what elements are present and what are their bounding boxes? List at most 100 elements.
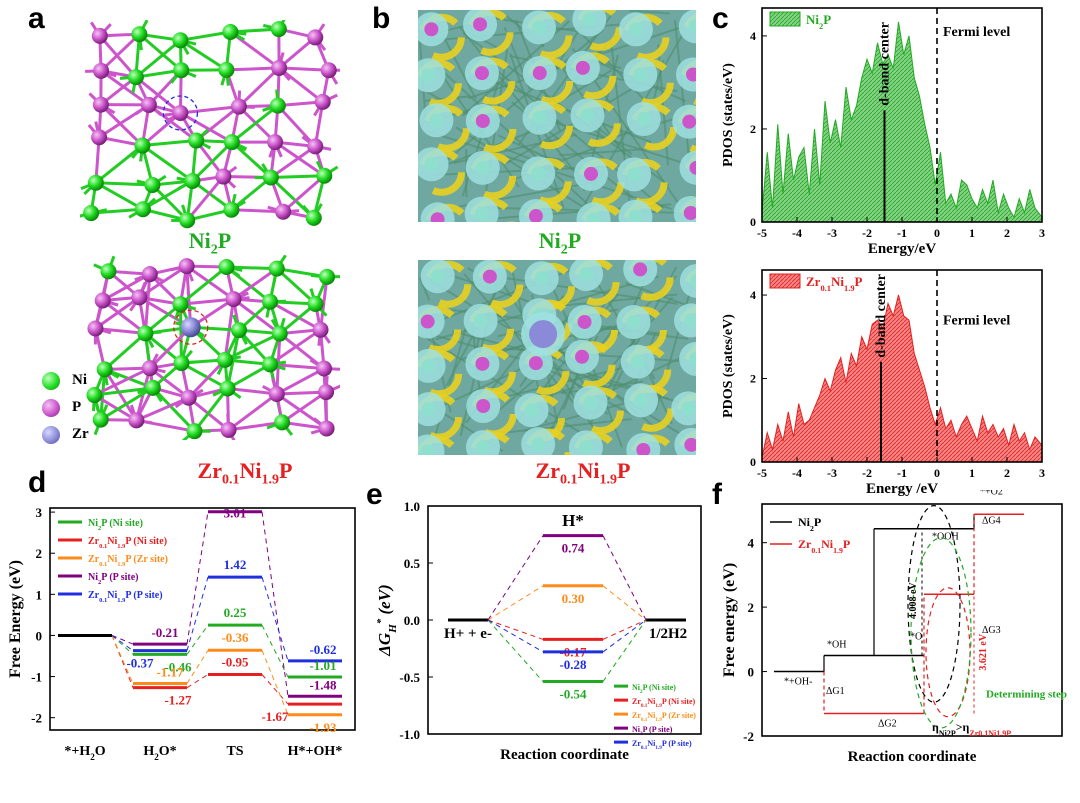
atom [634,393,649,408]
atom [688,19,696,34]
ni-atom [274,414,291,431]
ni-legend-icon [42,372,60,390]
bond [230,104,279,144]
atom [475,113,490,128]
state-label: *O [910,631,922,642]
y-tick-label: -1.0 [399,727,420,742]
bond [237,66,281,108]
ni-atom [271,325,288,342]
bond [93,393,138,422]
connector-line [186,576,209,651]
determining-step-label: Determining step [986,688,1067,700]
ni-atom [218,259,235,276]
atom [633,262,648,277]
bond [270,145,317,179]
y-tick-label: 4 [748,536,755,551]
y-tick-label: 0.0 [404,613,420,628]
p-atom [225,291,242,308]
atom [473,17,488,32]
connector-line [487,619,544,640]
ni-atom [96,361,113,378]
atom [630,354,645,369]
atom [577,314,592,329]
bond [230,27,279,34]
bond [278,66,324,104]
y-tick-label: -0.5 [399,670,420,685]
ni2p-charge-density-image [418,10,696,222]
ni-atom [270,21,287,38]
ni-atom [86,387,103,404]
p-atom [91,27,108,44]
ts-value-label: 0.25 [224,605,247,620]
h2o-value-label: -0.46 [164,659,192,674]
barrier-zr-label: 3.621 eV [978,633,989,670]
x-tick-label: -4 [792,466,802,480]
hoh-value-label: -1.01 [309,658,336,673]
x-category-label: *+H2O [64,744,105,762]
bond [142,139,197,148]
legend-label: Zr0.1Ni1.9P (Ni site) [88,536,167,550]
hoh-value-label: -1.93 [309,720,337,735]
bond [179,39,228,72]
atom [532,66,547,81]
panel-letter-f: f [712,478,722,511]
x-tick-label: -3 [827,466,837,480]
bond [269,328,322,366]
connector-line [186,674,209,689]
top-state-label: H* [562,511,584,530]
ni-atom [100,263,117,280]
ts-value-label: 1.42 [224,557,247,572]
atom [482,269,497,284]
atom [689,160,696,175]
atom [636,112,651,127]
x-tick-label: -2 [862,226,872,240]
atom [578,440,593,455]
ni-atom [222,23,239,40]
state-label: *+OH- [784,676,812,687]
atom [684,313,696,328]
p-atom [141,266,158,283]
pdos-zr-ni2p-chart: -5 -4 -3 -2 -1 0 1 2 3 0 2 4 PDOS (states/eV) Energy … [721,269,1045,497]
bond [226,66,280,72]
step-label: ΔG2 [878,718,897,729]
bond [185,264,235,301]
legend-label: Ni2P (P site) [632,725,673,737]
p-atom [318,420,335,437]
h2o-value-label: -0.21 [151,625,178,640]
x-tick-label: -2 [862,466,872,480]
y-axis-label: PDOS (states/eV) [721,63,736,167]
panel-letter-c: c [712,2,729,35]
step-label: ΔG3 [982,625,1001,636]
ni-atom [316,167,333,184]
zr-atom [529,320,558,349]
ni-atom [307,295,324,312]
bond [180,105,240,115]
p-atom [94,292,111,309]
p-atom [268,385,285,402]
ni-atom [223,201,240,218]
atom [575,60,590,75]
atom [586,212,601,222]
bond [276,367,325,396]
atom [583,395,598,410]
plot-frame [49,507,356,731]
value-label: -0.54 [559,687,587,702]
bond [269,300,322,332]
cyan-isosurface [679,150,696,185]
atom [686,67,696,82]
y-tick-label: 0 [750,455,756,469]
connector-line [186,511,209,645]
atom [575,349,590,364]
p-atom [131,289,148,306]
y-axis-label: PDOS (states/eV) [721,314,736,418]
bond [134,39,182,79]
connector-line [261,624,289,678]
bond [141,144,194,183]
p-atom [141,360,158,377]
atom [534,271,549,286]
x-category-label: H*+OH* [288,744,343,759]
bond [94,144,144,184]
cyan-isosurface [676,57,696,92]
atom [636,442,651,455]
y-tick-label: -2 [743,729,754,744]
